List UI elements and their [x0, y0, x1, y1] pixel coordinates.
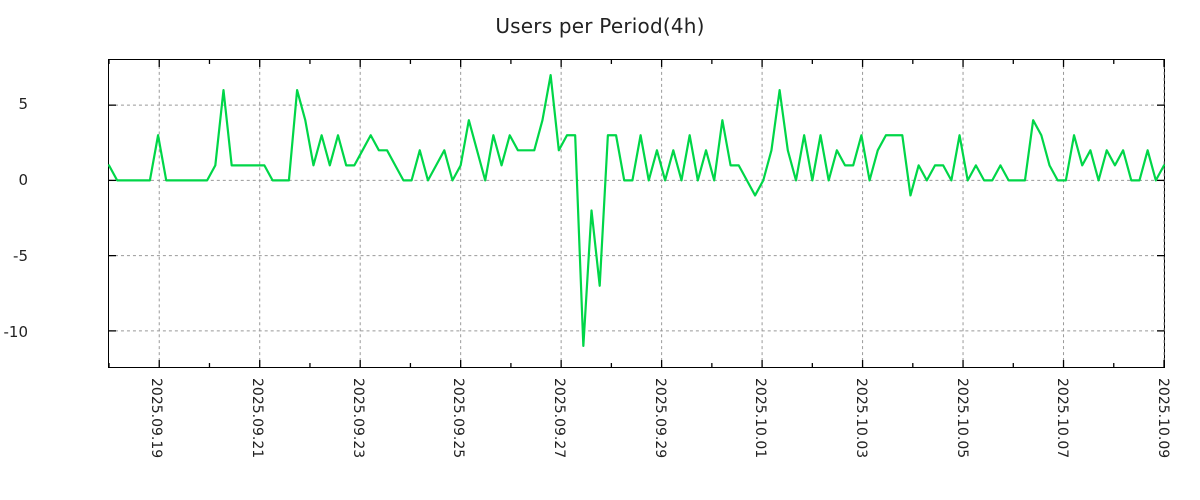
- x-axis-tick-label: 2025.09.23: [349, 378, 366, 459]
- y-axis-tick-label: -10: [3, 322, 29, 341]
- x-axis-tick-label: 2025.10.05: [953, 378, 970, 459]
- chart-title: Users per Period(4h): [495, 14, 705, 38]
- axis-ticks: [108, 60, 1165, 367]
- x-axis-tick-label: 2025.10.03: [853, 378, 869, 459]
- x-axis-tick-label: 2025.09.29: [651, 378, 668, 459]
- users-per-period-line: [109, 75, 1164, 346]
- x-axis-tick-label: 2025.09.21: [249, 378, 265, 459]
- x-axis-tick-label: 2025.09.27: [551, 378, 567, 459]
- y-axis-tick-label: 5: [18, 95, 28, 114]
- x-axis-tick-label: 2025.09.25: [450, 378, 467, 459]
- y-axis-tick-label: -5: [13, 246, 28, 265]
- plot-area: [108, 59, 1165, 368]
- data-series-line: [109, 60, 1164, 367]
- x-axis-tick-label: 2025.10.01: [752, 378, 769, 459]
- x-axis-tick-label: 2025.09.19: [148, 378, 165, 459]
- x-axis-tick-label: 2025.10.07: [1054, 378, 1071, 459]
- y-axis-tick-label: 0: [18, 171, 28, 190]
- x-axis-tick-label: 2025.10.09: [1155, 378, 1171, 459]
